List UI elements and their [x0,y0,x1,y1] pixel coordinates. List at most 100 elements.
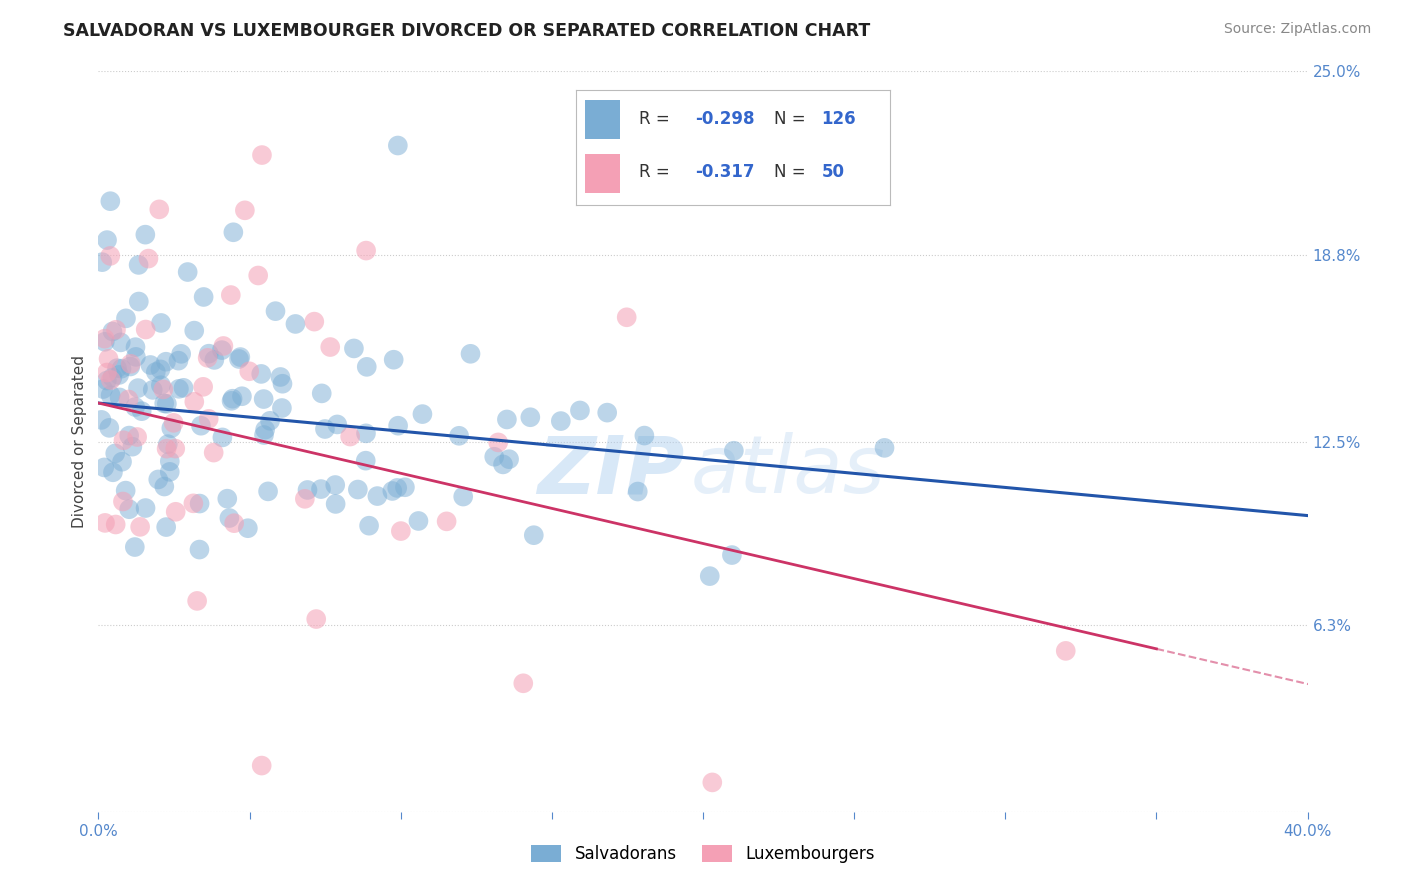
Point [523,528,546,542]
Point [112,434,135,448]
Point [325,497,347,511]
Point [186,594,208,608]
Point [221,393,243,408]
Point [202,445,225,459]
Point [104,446,127,460]
Point [155,442,177,456]
Point [93,332,115,346]
Point [131,404,153,418]
Point [496,412,519,426]
Point [91,255,114,269]
Point [484,450,506,464]
Point [366,489,388,503]
Point [314,422,336,436]
Point [149,362,172,376]
Point [343,342,366,356]
Point [284,317,307,331]
Point [257,484,280,499]
Point [460,347,482,361]
Point [347,483,370,497]
Point [394,480,416,494]
Point [135,322,157,336]
Point [101,325,124,339]
Point [114,483,136,498]
Point [167,353,190,368]
Point [616,310,638,325]
Point [408,514,430,528]
Point [304,315,326,329]
Point [117,392,139,407]
Point [247,268,270,283]
Point [115,311,138,326]
Point [492,458,515,472]
Point [387,138,409,153]
Point [173,381,195,395]
Point [354,453,377,467]
Point [354,244,377,258]
Point [96,233,118,247]
Point [311,386,333,401]
Point [236,521,259,535]
Point [627,484,650,499]
Point [176,265,198,279]
Point [100,373,122,387]
Point [229,350,252,364]
Point [124,340,146,354]
Point [134,227,156,242]
Point [219,288,242,302]
Point [156,397,179,411]
Point [212,339,235,353]
Point [124,540,146,554]
Point [127,381,149,395]
Point [238,364,260,378]
Point [120,357,142,371]
Point [159,465,181,479]
Text: atlas: atlas [690,432,886,510]
Point [326,417,349,432]
Point [596,406,619,420]
Point [183,394,205,409]
Point [125,350,148,364]
Point [269,370,291,384]
Point [254,423,277,437]
Point [309,482,332,496]
Point [104,517,127,532]
Point [165,442,187,456]
Point [104,323,127,337]
Point [305,612,328,626]
Point [231,389,253,403]
Point [633,428,655,442]
Point [127,430,149,444]
Point [193,290,215,304]
Point [148,472,170,486]
Point [723,443,745,458]
Point [118,502,141,516]
Point [94,516,117,530]
Point [319,340,342,354]
Point [149,378,172,392]
Point [90,413,112,427]
Point [512,676,534,690]
Point [111,455,134,469]
Point [211,430,233,444]
Text: SALVADORAN VS LUXEMBOURGER DIVORCED OR SEPARATED CORRELATION CHART: SALVADORAN VS LUXEMBOURGER DIVORCED OR S… [63,22,870,40]
Point [121,440,143,454]
Point [128,294,150,309]
Point [264,304,287,318]
Point [354,426,377,441]
Y-axis label: Divorced or Separated: Divorced or Separated [72,355,87,528]
Point [224,516,246,531]
Point [160,421,183,435]
Point [259,414,281,428]
Point [153,396,176,410]
Point [188,497,211,511]
Point [138,252,160,266]
Point [250,148,273,162]
Point [93,460,115,475]
Text: ZIP: ZIP [537,432,685,510]
Point [170,347,193,361]
Point [139,358,162,372]
Point [101,370,124,384]
Point [156,437,179,451]
Point [96,374,118,388]
